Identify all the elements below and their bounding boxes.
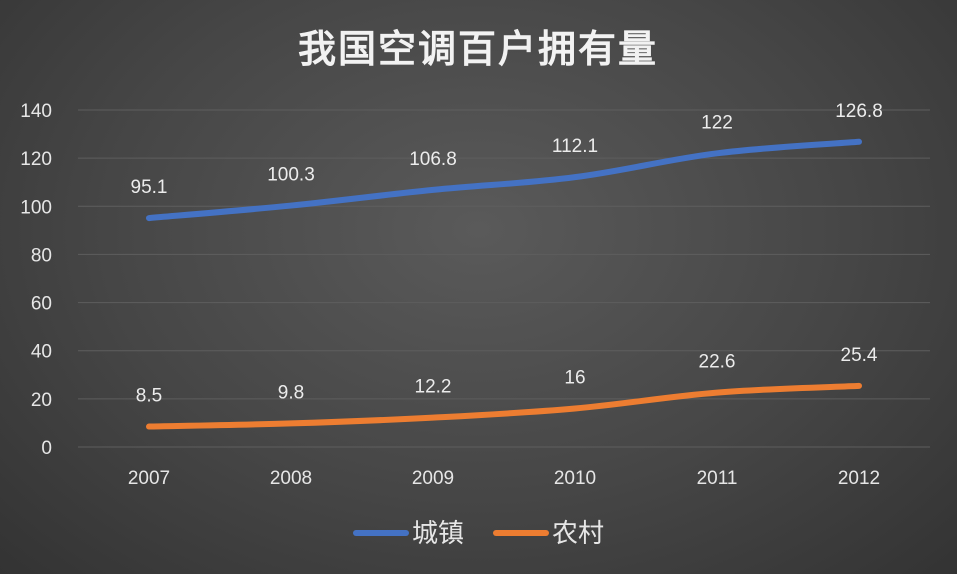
data-label: 126.8 — [835, 101, 883, 122]
data-label: 25.4 — [841, 345, 878, 366]
x-tick-label: 2007 — [128, 468, 170, 489]
y-tick-label: 100 — [20, 197, 52, 218]
data-label: 122 — [701, 112, 733, 133]
data-label: 100.3 — [267, 165, 315, 186]
x-tick-label: 2011 — [697, 468, 738, 489]
y-tick-label: 120 — [20, 149, 52, 170]
data-label: 112.1 — [552, 136, 598, 157]
chart-title: 我国空调百户拥有量 — [298, 27, 658, 71]
x-tick-label: 2012 — [838, 468, 880, 489]
data-labels: 95.1 100.3 106.8 112.1 122 126.8 8.5 9.8 12.2 16 2… — [131, 101, 883, 407]
x-tick-label: 2010 — [554, 468, 596, 489]
y-tick-label: 140 — [20, 101, 52, 122]
gridlines — [78, 109, 930, 448]
legend: 城镇 农村 — [353, 519, 604, 549]
legend-label: 农村 — [552, 519, 604, 549]
y-tick-label: 0 — [41, 438, 52, 459]
x-tick-label: 2008 — [270, 468, 312, 489]
y-tick-label: 60 — [31, 294, 52, 315]
x-axis-ticks: 2007 2008 2009 2010 2011 2012 — [128, 468, 880, 489]
x-tick-label: 2009 — [412, 468, 454, 489]
y-tick-label: 80 — [31, 245, 52, 266]
series-line-0 — [146, 138, 862, 222]
data-label: 16 — [564, 367, 585, 388]
series-line-1 — [146, 382, 862, 430]
data-label: 8.5 — [136, 386, 162, 407]
data-label: 9.8 — [278, 382, 304, 403]
series-lines — [146, 138, 862, 430]
y-tick-label: 40 — [31, 342, 52, 363]
data-label: 106.8 — [409, 149, 457, 170]
y-tick-label: 20 — [31, 390, 52, 411]
data-label: 22.6 — [699, 352, 736, 373]
data-label: 95.1 — [131, 177, 168, 198]
data-label: 12.2 — [415, 377, 452, 398]
y-axis-ticks: 0 20 40 60 80 100 120 140 — [20, 101, 52, 459]
legend-label: 城镇 — [412, 519, 464, 549]
